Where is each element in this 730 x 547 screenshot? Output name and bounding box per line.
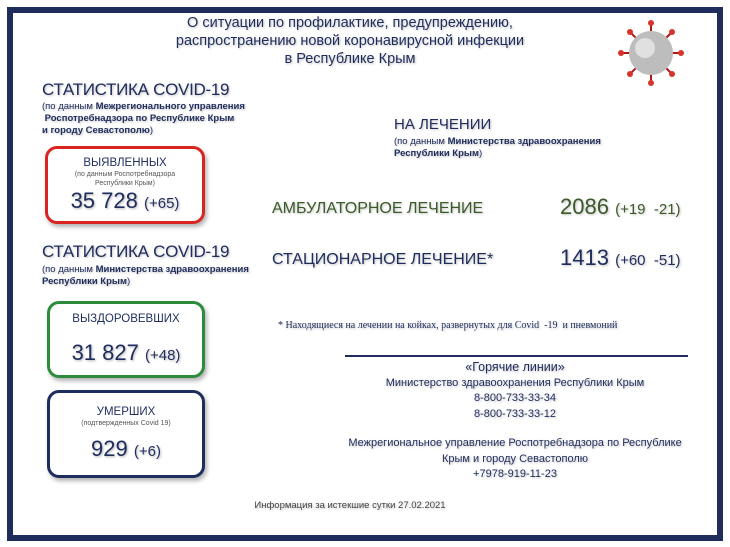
deaths-card: УМЕРШИХ (подтвержденных Covid 19) 929 (+… bbox=[47, 390, 205, 478]
detected-note: (по данным Роспотребнадзора bbox=[74, 171, 176, 178]
phone-link[interactable]: 8-800-733-33-34 bbox=[474, 392, 556, 404]
stat1-heading: СТАТИСТИКА COVID-19 bbox=[42, 80, 230, 99]
deaths-label: УМЕРШИХ bbox=[96, 406, 156, 418]
stat2-source: (по данным Министерства здравоохранения Р… bbox=[42, 264, 249, 287]
ambulatory-value: 2086 (+19 -21) bbox=[560, 194, 681, 219]
hotlines-title: «Горячие линии» bbox=[465, 360, 565, 374]
footer-date: Информация за истекшие сутки 27.02.2021 bbox=[254, 500, 446, 511]
phone-link[interactable]: 8-800-733-33-12 bbox=[474, 407, 556, 420]
title-line: О ситуации по профилактике, предупрежден… bbox=[187, 15, 513, 31]
stat1-source: (по данным Межрегионального управления Р… bbox=[42, 101, 245, 136]
detected-value: 35 728 (+65) bbox=[70, 188, 180, 213]
phone-link[interactable]: +7978-919-11-23 bbox=[473, 468, 557, 480]
page-frame bbox=[7, 7, 723, 541]
treatment-source: (по данным Министерства здравоохранения Р… bbox=[394, 136, 601, 159]
detected-label: ВЫЯВЛЕННЫХ bbox=[83, 157, 167, 169]
rpn-name: Крым и городу Севастополю bbox=[441, 452, 589, 465]
inpatient-label: СТАЦИОНАРНОЕ ЛЕЧЕНИЕ* bbox=[272, 251, 494, 268]
stat2-heading: СТАТИСТИКА COVID-19 bbox=[42, 242, 230, 261]
deaths-value: 929 (+6) bbox=[91, 436, 161, 461]
recovered-value: 31 827 (+48) bbox=[71, 340, 181, 365]
recovered-card: ВЫЗДОРОВЕВШИХ 31 827 (+48) bbox=[47, 301, 205, 378]
detected-note: Республики Крым) bbox=[95, 180, 155, 187]
title-line: распространению новой коронавирусной инф… bbox=[175, 33, 525, 49]
footnote: * Находящиеся на лечении на койках, разв… bbox=[278, 320, 618, 331]
page-title: О ситуации по профилактике, предупрежден… bbox=[130, 14, 570, 68]
title-line: в Республике Крым bbox=[284, 51, 416, 67]
ministry-name: Министерство здравоохранения Республики … bbox=[385, 376, 645, 389]
divider bbox=[345, 355, 688, 357]
recovered-label: ВЫЗДОРОВЕВШИХ bbox=[72, 313, 180, 325]
detected-card: ВЫЯВЛЕННЫХ (по данным Роспотребнадзора Р… bbox=[45, 146, 205, 224]
ambulatory-label: АМБУЛАТОРНОЕ ЛЕЧЕНИЕ bbox=[272, 200, 484, 217]
deaths-note: (подтвержденных Covid 19) bbox=[81, 420, 171, 427]
rpn-name: Межрегиональное управление Роспотребнадз… bbox=[348, 437, 682, 449]
treatment-heading: НА ЛЕЧЕНИИ bbox=[394, 116, 492, 133]
inpatient-value: 1413 (+60 -51) bbox=[560, 245, 681, 270]
hotlines: «Горячие линии» Министерство здравоохран… bbox=[340, 360, 690, 483]
coronavirus-icon bbox=[618, 20, 684, 86]
